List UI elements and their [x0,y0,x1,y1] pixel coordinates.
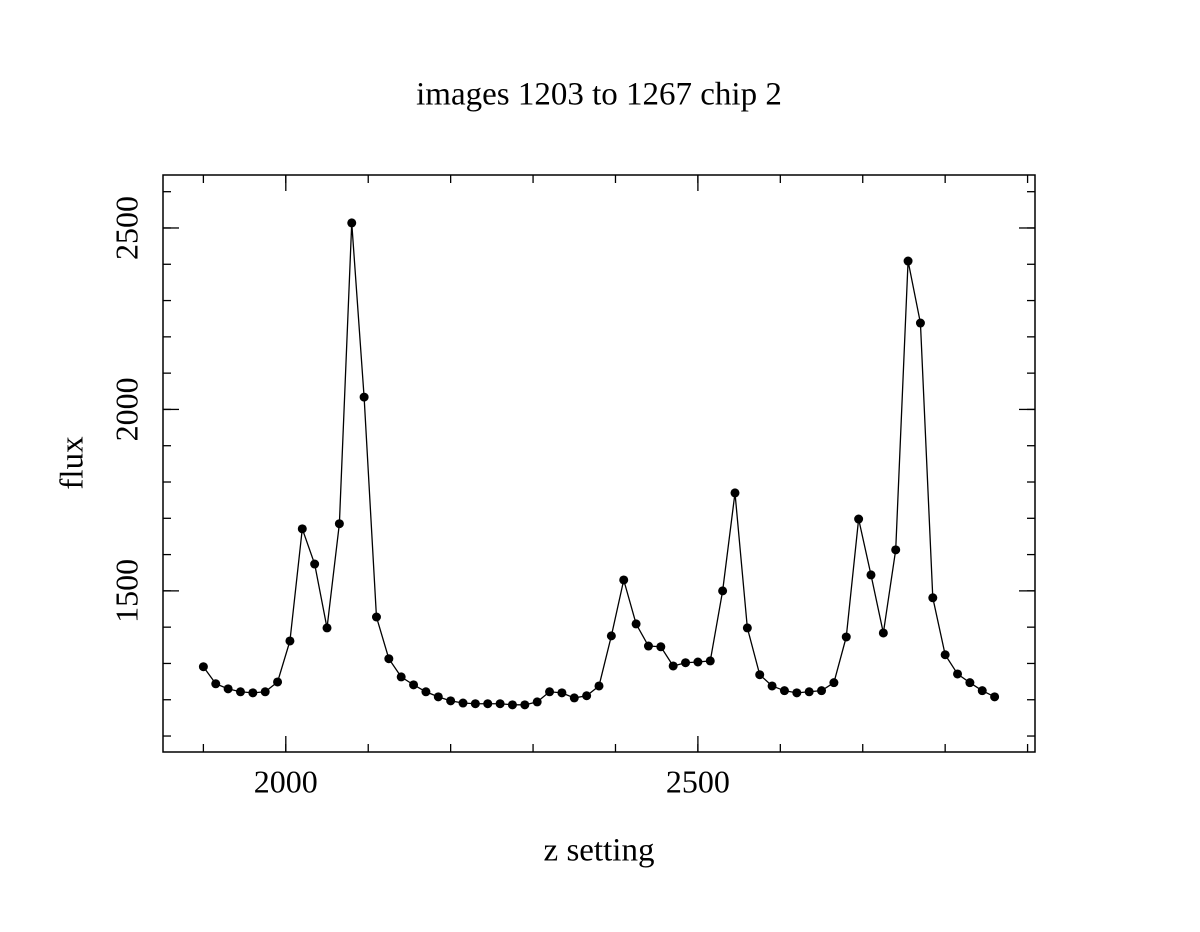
data-point [223,684,233,694]
data-point [421,687,431,697]
data-point [903,256,913,266]
data-point [433,692,443,702]
data-point [705,656,715,666]
data-point [668,661,678,671]
data-point [211,679,221,689]
data-point [940,650,950,660]
data-point [792,688,802,698]
data-point [841,632,851,642]
data-point [953,669,963,679]
data-point [532,697,542,707]
data-point [334,519,344,529]
x-tick-label: 2000 [254,763,318,799]
data-point [742,623,752,633]
data-point [557,688,567,698]
data-point [483,699,493,709]
chart-title: images 1203 to 1267 chip 2 [416,77,782,113]
data-point [495,699,505,709]
data-point [458,698,468,708]
data-point [569,693,579,703]
data-point [507,700,517,710]
data-point [446,696,456,706]
data-point [915,318,925,328]
data-point [681,658,691,668]
data-point [656,642,666,652]
data-point [718,586,728,596]
data-point [891,545,901,555]
data-point [866,570,876,580]
data-point [594,681,604,691]
x-tick-label: 2500 [666,763,730,799]
y-tick-label: 1500 [108,559,144,623]
data-point [977,686,987,696]
data-point [470,699,480,709]
data-point [767,681,777,691]
data-point [829,678,839,688]
data-point [396,672,406,682]
data-point [260,687,270,697]
data-point [359,392,369,402]
data-point [854,514,864,524]
data-point [755,670,765,680]
data-point [990,692,1000,702]
data-point [285,636,295,646]
x-axis-label: z setting [544,833,655,869]
data-point [965,678,975,688]
data-point [619,575,629,585]
data-point [384,654,394,664]
data-point [779,686,789,696]
data-point [198,662,208,672]
y-tick-label: 2000 [108,377,144,441]
data-point [582,691,592,701]
data-point [248,688,258,698]
data-point [273,677,283,687]
plot-frame [162,174,1036,753]
data-point [371,612,381,622]
data-point [804,687,814,697]
data-point [730,488,740,498]
data-point [693,657,703,667]
y-axis-label: flux [55,436,91,490]
data-point [928,593,938,603]
data-point [322,623,332,633]
data-point [347,218,357,228]
data-point [643,641,653,651]
data-point [297,524,307,534]
y-tick-label: 2500 [108,196,144,260]
data-point [817,686,827,696]
data-point [235,687,245,697]
data-point [631,619,641,629]
data-point [310,559,320,569]
data-point [545,687,555,697]
data-point [409,680,419,690]
data-point [606,631,616,641]
data-point [520,700,530,710]
data-point [878,628,888,638]
